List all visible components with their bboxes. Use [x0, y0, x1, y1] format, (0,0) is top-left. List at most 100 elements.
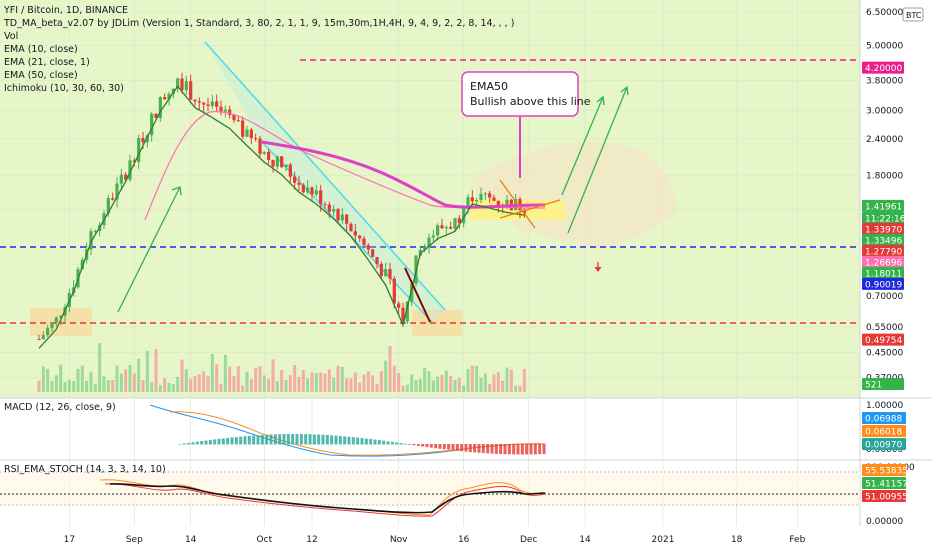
volume-bar: [67, 379, 71, 392]
macd-hist-bar: [278, 434, 282, 445]
macd-hist-bar: [200, 441, 204, 445]
candle-body: [444, 227, 448, 229]
x-tick-label: 14: [579, 535, 591, 545]
volume-bar: [431, 380, 435, 392]
x-tick-label: Oct: [257, 535, 273, 545]
volume-bar: [193, 376, 197, 392]
macd-hist-bar: [182, 443, 186, 445]
candle-body: [479, 193, 483, 200]
price-tag: 521: [862, 378, 904, 391]
volume-bar: [119, 373, 123, 392]
volume-bar: [466, 369, 470, 392]
volume-bar: [89, 371, 93, 392]
candle-body: [327, 204, 331, 212]
macd-hist-bar: [213, 439, 217, 445]
candle-body: [314, 190, 318, 195]
volume-bar: [206, 375, 210, 392]
candle-body: [353, 231, 357, 236]
svg-text:4.20000: 4.20000: [865, 64, 902, 74]
macd-hist-bar: [503, 444, 507, 455]
macd-hist-bar: [529, 444, 533, 455]
volume-bar: [518, 385, 522, 392]
volume-bar: [319, 372, 323, 392]
volume-bar: [332, 377, 336, 392]
candle-body: [184, 81, 188, 91]
rsi-tags: 55.53835 51.41157 51.00955: [862, 464, 908, 503]
channel-upper-line[interactable]: [204, 41, 446, 311]
candle-body: [193, 99, 197, 102]
price-tag: 1.33496: [862, 233, 904, 246]
macd-hist-bar: [265, 434, 269, 445]
candle-body: [176, 78, 180, 89]
volume-bar: [440, 375, 444, 392]
macd-hist-bar: [373, 439, 377, 445]
candle-body: [41, 335, 45, 340]
volume-bar: [167, 382, 171, 392]
legend-ema50: EMA (50, close): [4, 70, 78, 81]
candle-body: [397, 303, 401, 308]
candle-body: [219, 106, 223, 112]
x-tick-label: 17: [64, 535, 75, 545]
macd-hist-bar: [334, 435, 338, 445]
volume-bar: [98, 343, 102, 392]
candle-body: [423, 246, 427, 250]
candle-body: [167, 93, 171, 100]
price-tags: 4.20000 1.41961 11:22:161.339701.334961.27…: [862, 61, 906, 391]
volume-bar: [492, 374, 496, 392]
macd-hist-bar: [542, 444, 546, 455]
candle-body: [132, 160, 136, 163]
svg-text:51.41157: 51.41157: [865, 480, 908, 490]
legend: YFI / Bitcoin, 1D, BINANCE TD_MA_beta_v2…: [3, 5, 514, 475]
candle-body: [37, 339, 41, 341]
ema50-annotation[interactable]: EMA50 Bullish above this line: [461, 71, 591, 178]
volume-bar: [301, 370, 305, 392]
volume-bar: [310, 372, 314, 392]
annotation-line2: Bullish above this line: [470, 95, 591, 108]
price-tag: 0.49754: [862, 333, 904, 346]
macd-hist-bar: [377, 440, 381, 445]
candle-body: [384, 269, 388, 277]
svg-text:1.27790: 1.27790: [865, 247, 902, 257]
candle-body: [362, 238, 366, 246]
volume-bar: [462, 385, 466, 392]
volume-bar: [137, 359, 141, 392]
candle-body: [496, 200, 500, 206]
macd-hist-bar: [512, 444, 516, 455]
candle-body: [241, 120, 245, 137]
volume-bar: [171, 384, 175, 392]
volume-bar: [423, 368, 427, 392]
legend-ema21: EMA (21, close, 1): [4, 57, 90, 68]
candle-body: [267, 151, 271, 160]
volume-bar: [145, 350, 149, 392]
volume-bar: [249, 379, 253, 392]
y-tick-label: 1.80000: [866, 172, 903, 182]
candle-body: [215, 101, 219, 107]
volume-bar: [54, 375, 58, 392]
volume-bar: [215, 364, 219, 392]
volume-bar: [219, 384, 223, 392]
macd-hist-bar: [425, 444, 429, 448]
volume-bar: [254, 367, 258, 392]
candle-body: [453, 218, 457, 229]
price-tag: 1.27790: [862, 244, 904, 257]
volume-bar: [132, 373, 136, 392]
legend-ichimoku: Ichimoku (10, 30, 60, 30): [4, 83, 124, 94]
volume-bar: [115, 365, 119, 392]
price-tag: 1.26696: [862, 255, 904, 268]
chart-title: YFI / Bitcoin, 1D, BINANCE: [3, 5, 128, 16]
macd-hist-bar: [260, 434, 264, 445]
y-tick-label: 3.80000: [866, 76, 903, 86]
pane-tag: 55.53835: [862, 464, 908, 477]
volume-bar: [150, 382, 154, 392]
volume-bar: [128, 364, 132, 392]
candle-body: [50, 322, 54, 329]
candle-body: [145, 135, 149, 143]
currency-badge[interactable]: BTC: [902, 7, 924, 22]
volume-bar: [436, 376, 440, 392]
pane-tag: 0.06018: [862, 425, 906, 438]
volume-bar: [223, 354, 227, 392]
x-tick-label: 14: [185, 535, 197, 545]
candle-body: [340, 214, 344, 221]
